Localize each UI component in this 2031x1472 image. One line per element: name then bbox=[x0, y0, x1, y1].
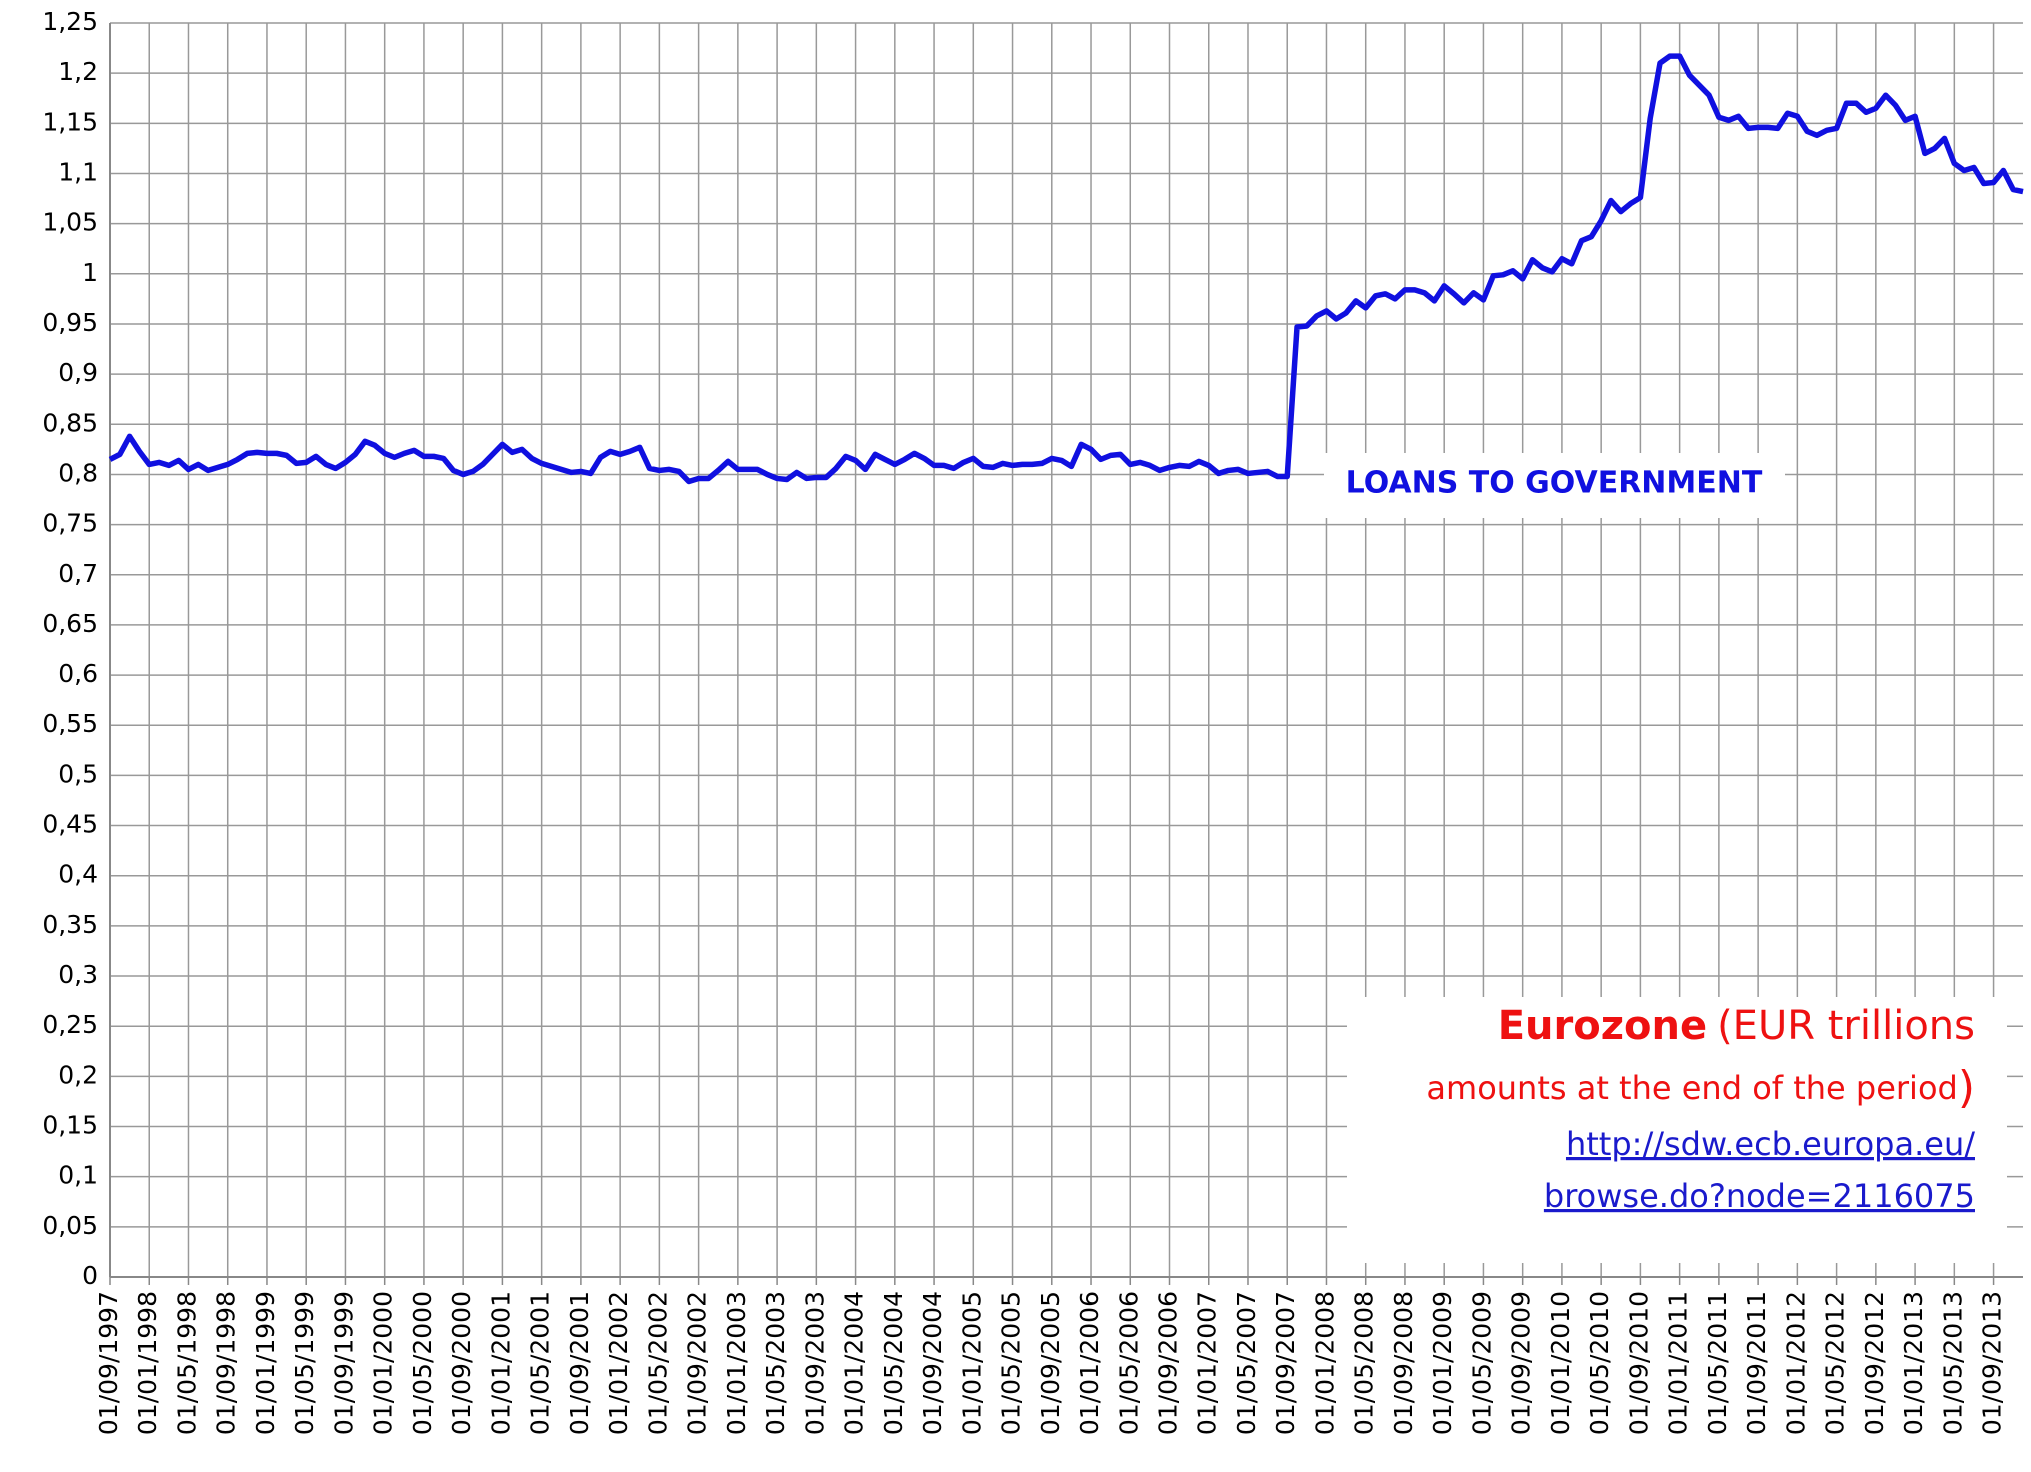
note-line1: (EUR trillions bbox=[1717, 1003, 1975, 1049]
y-tick-label: 0,55 bbox=[42, 709, 98, 738]
link-line1[interactable]: http://sdw.ecb.europa.eu/ bbox=[1566, 1125, 1975, 1163]
x-tick-label: 01/09/2013 bbox=[1978, 1291, 2007, 1435]
y-tick-label: 0,25 bbox=[42, 1010, 98, 1039]
x-tick-label: 01/05/2008 bbox=[1350, 1291, 1379, 1435]
y-tick-label: 0,75 bbox=[42, 509, 98, 538]
x-tick-label: 01/05/1998 bbox=[172, 1291, 201, 1435]
x-tick-label: 01/09/2007 bbox=[1271, 1291, 1300, 1435]
source-link[interactable]: http://sdw.ecb.europa.eu/ browse.do?node… bbox=[1544, 1125, 1975, 1215]
label-box bbox=[1324, 453, 1785, 518]
x-tick-label: 01/01/2011 bbox=[1664, 1291, 1693, 1435]
x-tick-label: 01/05/2010 bbox=[1585, 1291, 1614, 1435]
x-tick-label: 01/09/1999 bbox=[329, 1291, 358, 1435]
x-tick-label: 01/05/2003 bbox=[761, 1291, 790, 1435]
x-tick-label: 01/05/2002 bbox=[643, 1291, 672, 1435]
marks bbox=[108, 53, 2024, 485]
x-tick-label: 01/05/2000 bbox=[408, 1291, 437, 1435]
x-tick-label: 01/09/2002 bbox=[683, 1291, 712, 1435]
note-title-line: Eurozone (EUR trillions bbox=[1498, 1003, 1975, 1049]
x-tick-label: 01/05/2006 bbox=[1114, 1291, 1143, 1435]
x-tick-label: 01/05/2011 bbox=[1703, 1291, 1732, 1435]
x-tick-label: 01/01/2003 bbox=[722, 1291, 751, 1435]
y-tick-label: 0,4 bbox=[58, 860, 98, 889]
x-tick-label: 01/05/1999 bbox=[290, 1291, 319, 1435]
x-tick-label: 01/01/2013 bbox=[1899, 1291, 1928, 1435]
x-tick-label: 01/09/2009 bbox=[1507, 1291, 1536, 1435]
series-line bbox=[108, 53, 2024, 485]
y-tick-label: 1,2 bbox=[58, 57, 98, 86]
y-tick-label: 0,35 bbox=[42, 910, 98, 939]
y-tick-label: 0,85 bbox=[42, 408, 98, 437]
x-tick-label: 01/09/2008 bbox=[1389, 1291, 1418, 1435]
x-tick-label: 01/09/2006 bbox=[1154, 1291, 1183, 1435]
x-tick-label: 01/09/2005 bbox=[1036, 1291, 1065, 1435]
note-line2: amounts at the end of the period) bbox=[1426, 1062, 1975, 1113]
y-tick-label: 0,5 bbox=[58, 759, 98, 788]
x-tick-label: 01/09/2011 bbox=[1742, 1291, 1771, 1435]
y-tick-label: 0,3 bbox=[58, 960, 98, 989]
y-tick-label: 0,8 bbox=[58, 458, 98, 487]
y-tick-label: 0,1 bbox=[58, 1161, 98, 1190]
x-tick-label: 01/05/2012 bbox=[1821, 1291, 1850, 1435]
x-tick-label: 01/09/2010 bbox=[1624, 1291, 1653, 1435]
y-tick-label: 0 bbox=[82, 1261, 98, 1290]
x-tick-label: 01/01/2002 bbox=[604, 1291, 633, 1435]
x-tick-label: 01/01/2008 bbox=[1310, 1291, 1339, 1435]
y-tick-label: 0,15 bbox=[42, 1111, 98, 1140]
x-tick-label: 01/01/2010 bbox=[1546, 1291, 1575, 1435]
y-tick-label: 1,15 bbox=[42, 107, 98, 136]
y-tick-label: 1,1 bbox=[58, 157, 98, 186]
x-tick-label: 01/01/2004 bbox=[840, 1291, 869, 1435]
x-tick-label: 01/01/2005 bbox=[957, 1291, 986, 1435]
x-tick-label: 01/05/2005 bbox=[997, 1291, 1026, 1435]
x-tick-label: 01/01/2000 bbox=[369, 1291, 398, 1435]
x-tick-label: 01/09/2001 bbox=[565, 1291, 594, 1435]
y-tick-label: 0,65 bbox=[42, 609, 98, 638]
x-tick-label: 01/01/1999 bbox=[251, 1291, 280, 1435]
x-tick-label: 01/01/1998 bbox=[133, 1291, 162, 1435]
x-tick-label: 01/01/2006 bbox=[1075, 1291, 1104, 1435]
x-tick-label: 01/05/2009 bbox=[1467, 1291, 1496, 1435]
x-tick-label: 01/09/1998 bbox=[212, 1291, 241, 1435]
y-tick-label: 0,7 bbox=[58, 559, 98, 588]
x-tick-label: 01/09/2000 bbox=[447, 1291, 476, 1435]
note-close: ) bbox=[1958, 1062, 1975, 1113]
link-line2[interactable]: browse.do?node=2116075 bbox=[1544, 1177, 1975, 1215]
x-tick-label: 01/01/2007 bbox=[1193, 1291, 1222, 1435]
x-tick-label: 01/09/2012 bbox=[1860, 1291, 1889, 1435]
x-tick-label: 01/05/2001 bbox=[526, 1291, 555, 1435]
y-tick-label: 1 bbox=[82, 258, 98, 287]
y-tick-label: 1,25 bbox=[42, 7, 98, 36]
x-tick-label: 01/01/2012 bbox=[1781, 1291, 1810, 1435]
note-line2-text: amounts at the end of the period bbox=[1426, 1069, 1957, 1107]
y-tick-label: 0,2 bbox=[58, 1060, 98, 1089]
y-tick-label: 0,9 bbox=[58, 358, 98, 387]
grid: 0 0,05 0,1 0,15 0,2 0,25 0,3 0,35 0,4 0,45 0,5 0,55… bbox=[42, 7, 2023, 1435]
x-tick-label: 01/05/2004 bbox=[879, 1291, 908, 1435]
x-tick-label: 01/09/1997 bbox=[94, 1291, 123, 1435]
note-box bbox=[1347, 997, 2007, 1263]
series-label: LOANS TO GOVERNMENT bbox=[1346, 466, 1763, 501]
x-tick-label: 01/01/2009 bbox=[1428, 1291, 1457, 1435]
y-tick-label: 0,6 bbox=[58, 659, 98, 688]
y-tick-label: 0,05 bbox=[42, 1211, 98, 1240]
x-tick-label: 01/09/2004 bbox=[918, 1291, 947, 1435]
y-tick-label: 0,95 bbox=[42, 308, 98, 337]
x-tick-label: 01/09/2003 bbox=[800, 1291, 829, 1435]
y-tick-label: 1,05 bbox=[42, 208, 98, 237]
x-tick-label: 01/01/2001 bbox=[486, 1291, 515, 1435]
x-tick-label: 01/05/2007 bbox=[1232, 1291, 1261, 1435]
x-tick-label: 01/05/2013 bbox=[1938, 1291, 1967, 1435]
note-title: Eurozone bbox=[1498, 1003, 1707, 1049]
y-tick-label: 0,45 bbox=[42, 810, 98, 839]
